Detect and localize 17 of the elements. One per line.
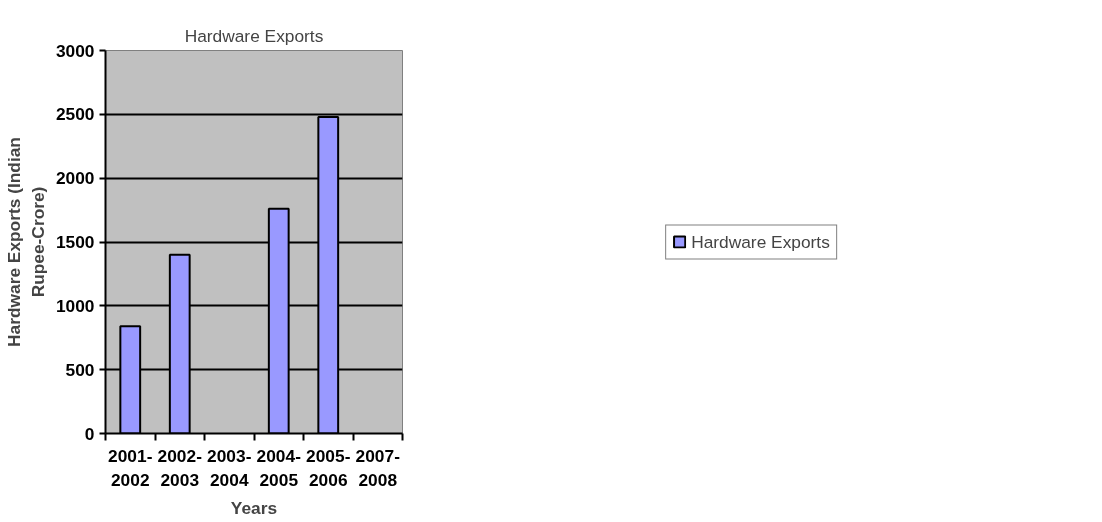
y-tick-label: 2000 <box>55 168 95 189</box>
y-tick-label: 0 <box>84 423 95 444</box>
x-tick-label: 2005- 2006 <box>306 445 351 490</box>
y-axis-title: Hardware Exports (Indian Rupee-Crore) <box>3 137 48 347</box>
legend-label: Hardware Exports <box>691 231 830 252</box>
y-tick-label: 500 <box>65 359 95 380</box>
x-tick-label: 2003- 2004 <box>207 445 252 490</box>
chart-title: Hardware Exports <box>184 25 324 46</box>
y-tick-label: 3000 <box>55 40 95 61</box>
x-axis-title: Years <box>230 497 278 518</box>
y-tick-label: 1000 <box>55 295 95 316</box>
x-tick-label: 2007- 2008 <box>355 445 401 490</box>
x-tick-label: 2004- 2005 <box>256 445 302 490</box>
x-tick-label: 2001- 2002 <box>108 445 153 490</box>
y-tick-label: 1500 <box>55 232 95 252</box>
x-tick-label: 2002- 2003 <box>157 445 203 490</box>
y-tick-label: 2500 <box>55 104 95 125</box>
